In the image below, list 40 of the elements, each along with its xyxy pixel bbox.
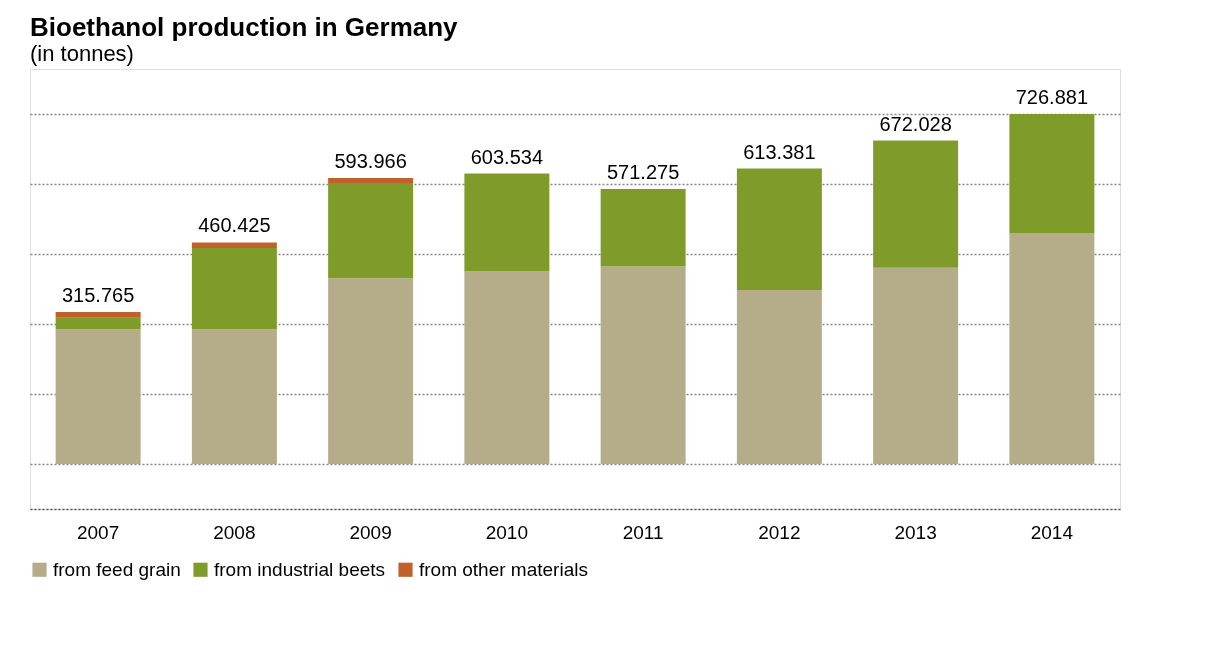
annotation: 571.275 [606, 160, 680, 183]
x-tick-label: 2008 [213, 521, 256, 543]
legend-label: from industrial beets [214, 558, 386, 580]
bar [328, 182, 414, 279]
legend-label: from other materials [419, 558, 588, 580]
chart-subtitle: (in tonnes) [30, 41, 134, 66]
bar [55, 329, 141, 464]
bar [1009, 114, 1095, 233]
bar [328, 178, 414, 183]
bar [600, 188, 686, 267]
x-tick-label: 2011 [622, 521, 664, 543]
bar [600, 266, 686, 464]
bar [736, 168, 822, 291]
bar [328, 278, 414, 464]
annotation: 603.534 [470, 145, 544, 168]
annotation: 726.881 [1015, 86, 1089, 108]
bar [191, 329, 277, 464]
x-tick-label: 2009 [349, 521, 392, 543]
x-tick-label: 2010 [485, 521, 529, 543]
annotation: 593.966 [334, 150, 407, 173]
annotation: 315.765 [61, 284, 135, 307]
x-tick-label: 2007 [76, 521, 120, 543]
annotation: 672.028 [879, 112, 952, 135]
bar [1009, 233, 1095, 464]
bar [464, 173, 550, 272]
bar [464, 271, 550, 464]
x-tick-label: 2014 [1030, 521, 1074, 543]
annotation: 613.381 [743, 140, 816, 163]
annotation: 460.425 [198, 214, 271, 237]
bar [191, 248, 277, 330]
bar [191, 242, 277, 249]
bar [873, 140, 959, 268]
x-tick-label: 2012 [758, 521, 801, 543]
bar [873, 267, 959, 464]
bar [736, 290, 822, 464]
chart-title: Bioethanol production in Germany [30, 12, 459, 42]
legend-label: from feed grain [53, 558, 181, 580]
bar [55, 312, 141, 318]
bar [55, 317, 141, 330]
x-tick-label: 2013 [894, 521, 937, 543]
